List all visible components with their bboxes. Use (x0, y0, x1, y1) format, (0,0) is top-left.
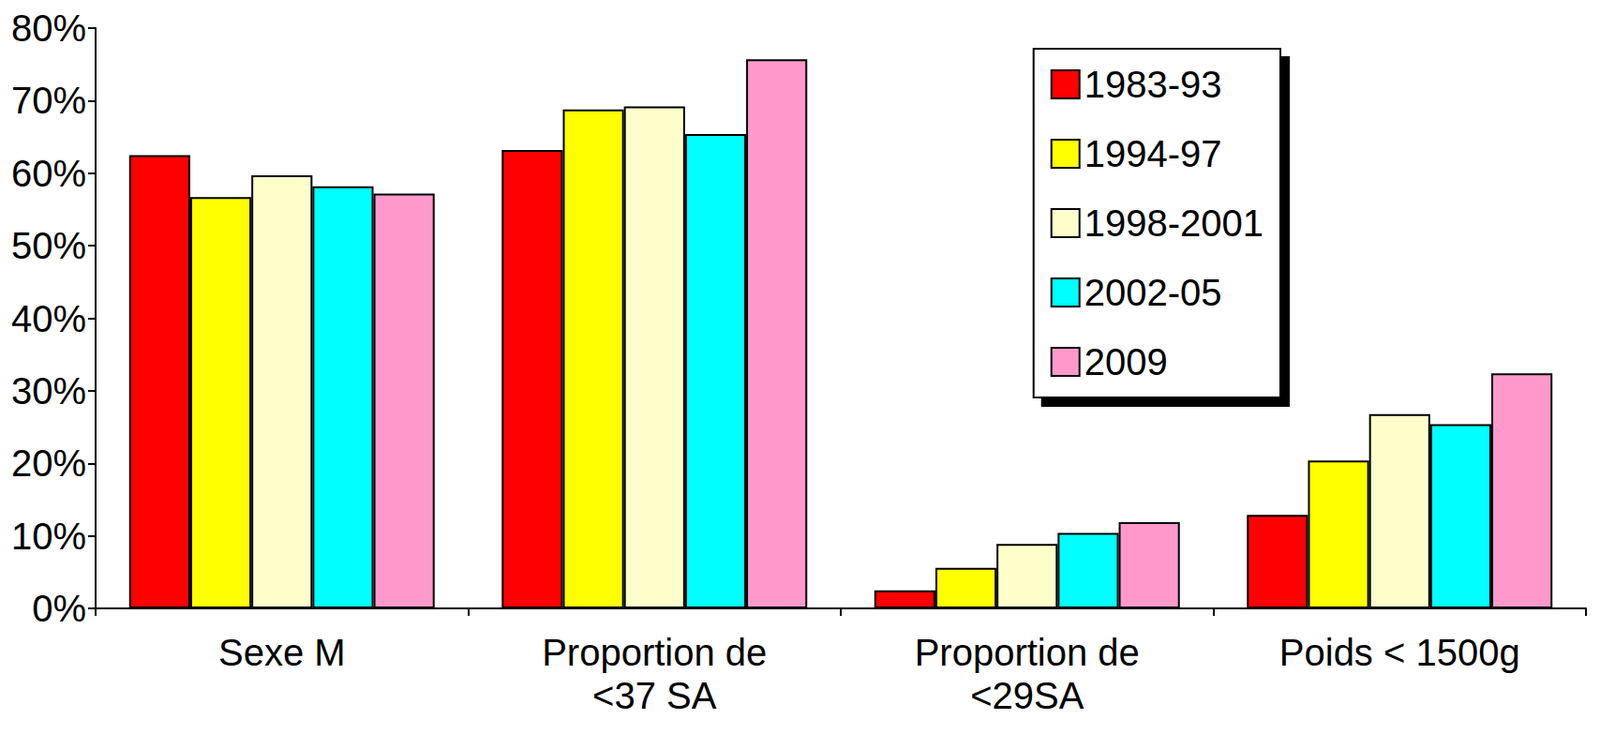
svg-text:<29SA: <29SA (970, 674, 1085, 717)
svg-text:80%: 80% (11, 7, 87, 49)
svg-text:Poids < 1500g: Poids < 1500g (1279, 631, 1521, 673)
svg-text:1994-97: 1994-97 (1084, 133, 1223, 175)
svg-text:50%: 50% (11, 224, 87, 267)
svg-text:30%: 30% (11, 370, 87, 412)
svg-text:<37 SA: <37 SA (592, 674, 718, 717)
svg-text:40%: 40% (11, 298, 87, 340)
svg-text:1998-2001: 1998-2001 (1084, 202, 1264, 244)
svg-text:10%: 10% (11, 515, 87, 557)
svg-text:70%: 70% (11, 79, 87, 121)
svg-text:20%: 20% (11, 442, 87, 484)
svg-text:Proportion de: Proportion de (541, 631, 767, 673)
svg-text:2009: 2009 (1084, 341, 1168, 383)
svg-text:0%: 0% (31, 587, 87, 629)
svg-text:Sexe M: Sexe M (218, 631, 346, 673)
svg-text:60%: 60% (11, 152, 87, 195)
svg-text:1983-93: 1983-93 (1084, 63, 1223, 105)
svg-text:2002-05: 2002-05 (1084, 271, 1223, 314)
svg-text:Proportion de: Proportion de (914, 631, 1140, 673)
